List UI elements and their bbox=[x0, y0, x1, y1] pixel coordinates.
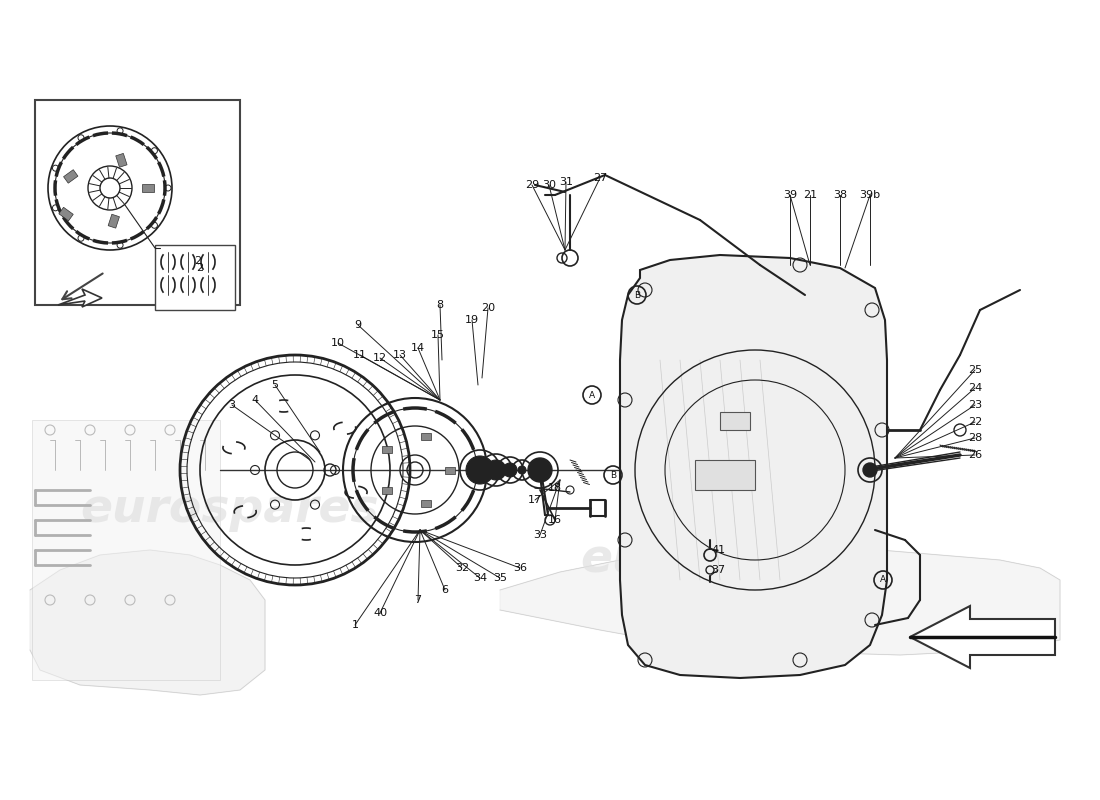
Text: 17: 17 bbox=[528, 495, 542, 505]
Text: 41: 41 bbox=[711, 545, 725, 555]
Text: 14: 14 bbox=[411, 343, 425, 353]
Text: B: B bbox=[634, 290, 640, 299]
Text: 29: 29 bbox=[525, 180, 539, 190]
Text: 20: 20 bbox=[481, 303, 495, 313]
Text: 10: 10 bbox=[331, 338, 345, 348]
Text: A: A bbox=[588, 390, 595, 399]
Circle shape bbox=[864, 463, 877, 477]
Text: 33: 33 bbox=[534, 530, 547, 540]
Text: 38: 38 bbox=[833, 190, 847, 200]
Text: 6: 6 bbox=[441, 585, 449, 595]
Circle shape bbox=[486, 460, 506, 480]
Text: 36: 36 bbox=[513, 563, 527, 573]
Text: 22: 22 bbox=[968, 417, 982, 427]
Text: 2: 2 bbox=[195, 256, 201, 266]
Bar bbox=[58, 207, 74, 221]
Bar bbox=[695, 460, 755, 490]
Text: eurospares: eurospares bbox=[581, 538, 879, 582]
Circle shape bbox=[518, 466, 526, 474]
Text: 16: 16 bbox=[548, 515, 562, 525]
Bar bbox=[64, 170, 78, 183]
Text: 21: 21 bbox=[803, 190, 817, 200]
Text: 37: 37 bbox=[711, 565, 725, 575]
Polygon shape bbox=[58, 289, 102, 307]
Text: 26: 26 bbox=[968, 450, 982, 460]
Bar bbox=[108, 214, 120, 228]
Bar bbox=[35, 100, 240, 305]
Text: 8: 8 bbox=[437, 300, 443, 310]
Bar bbox=[382, 446, 392, 453]
Circle shape bbox=[528, 458, 552, 482]
Text: 32: 32 bbox=[455, 563, 469, 573]
Text: 15: 15 bbox=[431, 330, 446, 340]
Polygon shape bbox=[620, 255, 887, 678]
Text: 12: 12 bbox=[373, 353, 387, 363]
Bar bbox=[142, 184, 154, 192]
Text: 39: 39 bbox=[783, 190, 798, 200]
Text: 4: 4 bbox=[252, 395, 258, 405]
Bar bbox=[155, 245, 235, 310]
Polygon shape bbox=[30, 550, 265, 695]
Text: 23: 23 bbox=[968, 400, 982, 410]
Text: 31: 31 bbox=[559, 177, 573, 187]
Text: 34: 34 bbox=[473, 573, 487, 583]
Bar bbox=[116, 154, 128, 167]
Text: 18: 18 bbox=[548, 483, 562, 493]
Text: 40: 40 bbox=[373, 608, 387, 618]
Text: 11: 11 bbox=[353, 350, 367, 360]
Text: 24: 24 bbox=[968, 383, 982, 393]
Text: 9: 9 bbox=[354, 320, 362, 330]
Bar bbox=[382, 487, 392, 494]
Circle shape bbox=[503, 463, 517, 477]
Text: 13: 13 bbox=[393, 350, 407, 360]
Text: 19: 19 bbox=[465, 315, 480, 325]
Text: 5: 5 bbox=[272, 380, 278, 390]
Polygon shape bbox=[500, 548, 1060, 655]
Bar bbox=[446, 466, 455, 474]
Text: 25: 25 bbox=[968, 365, 982, 375]
Text: 3: 3 bbox=[229, 400, 235, 410]
Polygon shape bbox=[32, 420, 220, 680]
Bar bbox=[421, 434, 431, 440]
Text: 39b: 39b bbox=[859, 190, 881, 200]
Text: 30: 30 bbox=[542, 180, 556, 190]
Bar bbox=[421, 500, 431, 506]
Text: 7: 7 bbox=[415, 595, 421, 605]
Text: 35: 35 bbox=[493, 573, 507, 583]
Text: 27: 27 bbox=[593, 173, 607, 183]
Polygon shape bbox=[910, 606, 1055, 668]
Text: A: A bbox=[880, 575, 887, 585]
Text: 1: 1 bbox=[352, 620, 359, 630]
Text: 2: 2 bbox=[197, 263, 204, 273]
Text: B: B bbox=[609, 470, 616, 479]
Bar bbox=[720, 412, 750, 430]
Text: eurospares: eurospares bbox=[80, 487, 380, 533]
Text: 28: 28 bbox=[968, 433, 982, 443]
Circle shape bbox=[466, 456, 494, 484]
